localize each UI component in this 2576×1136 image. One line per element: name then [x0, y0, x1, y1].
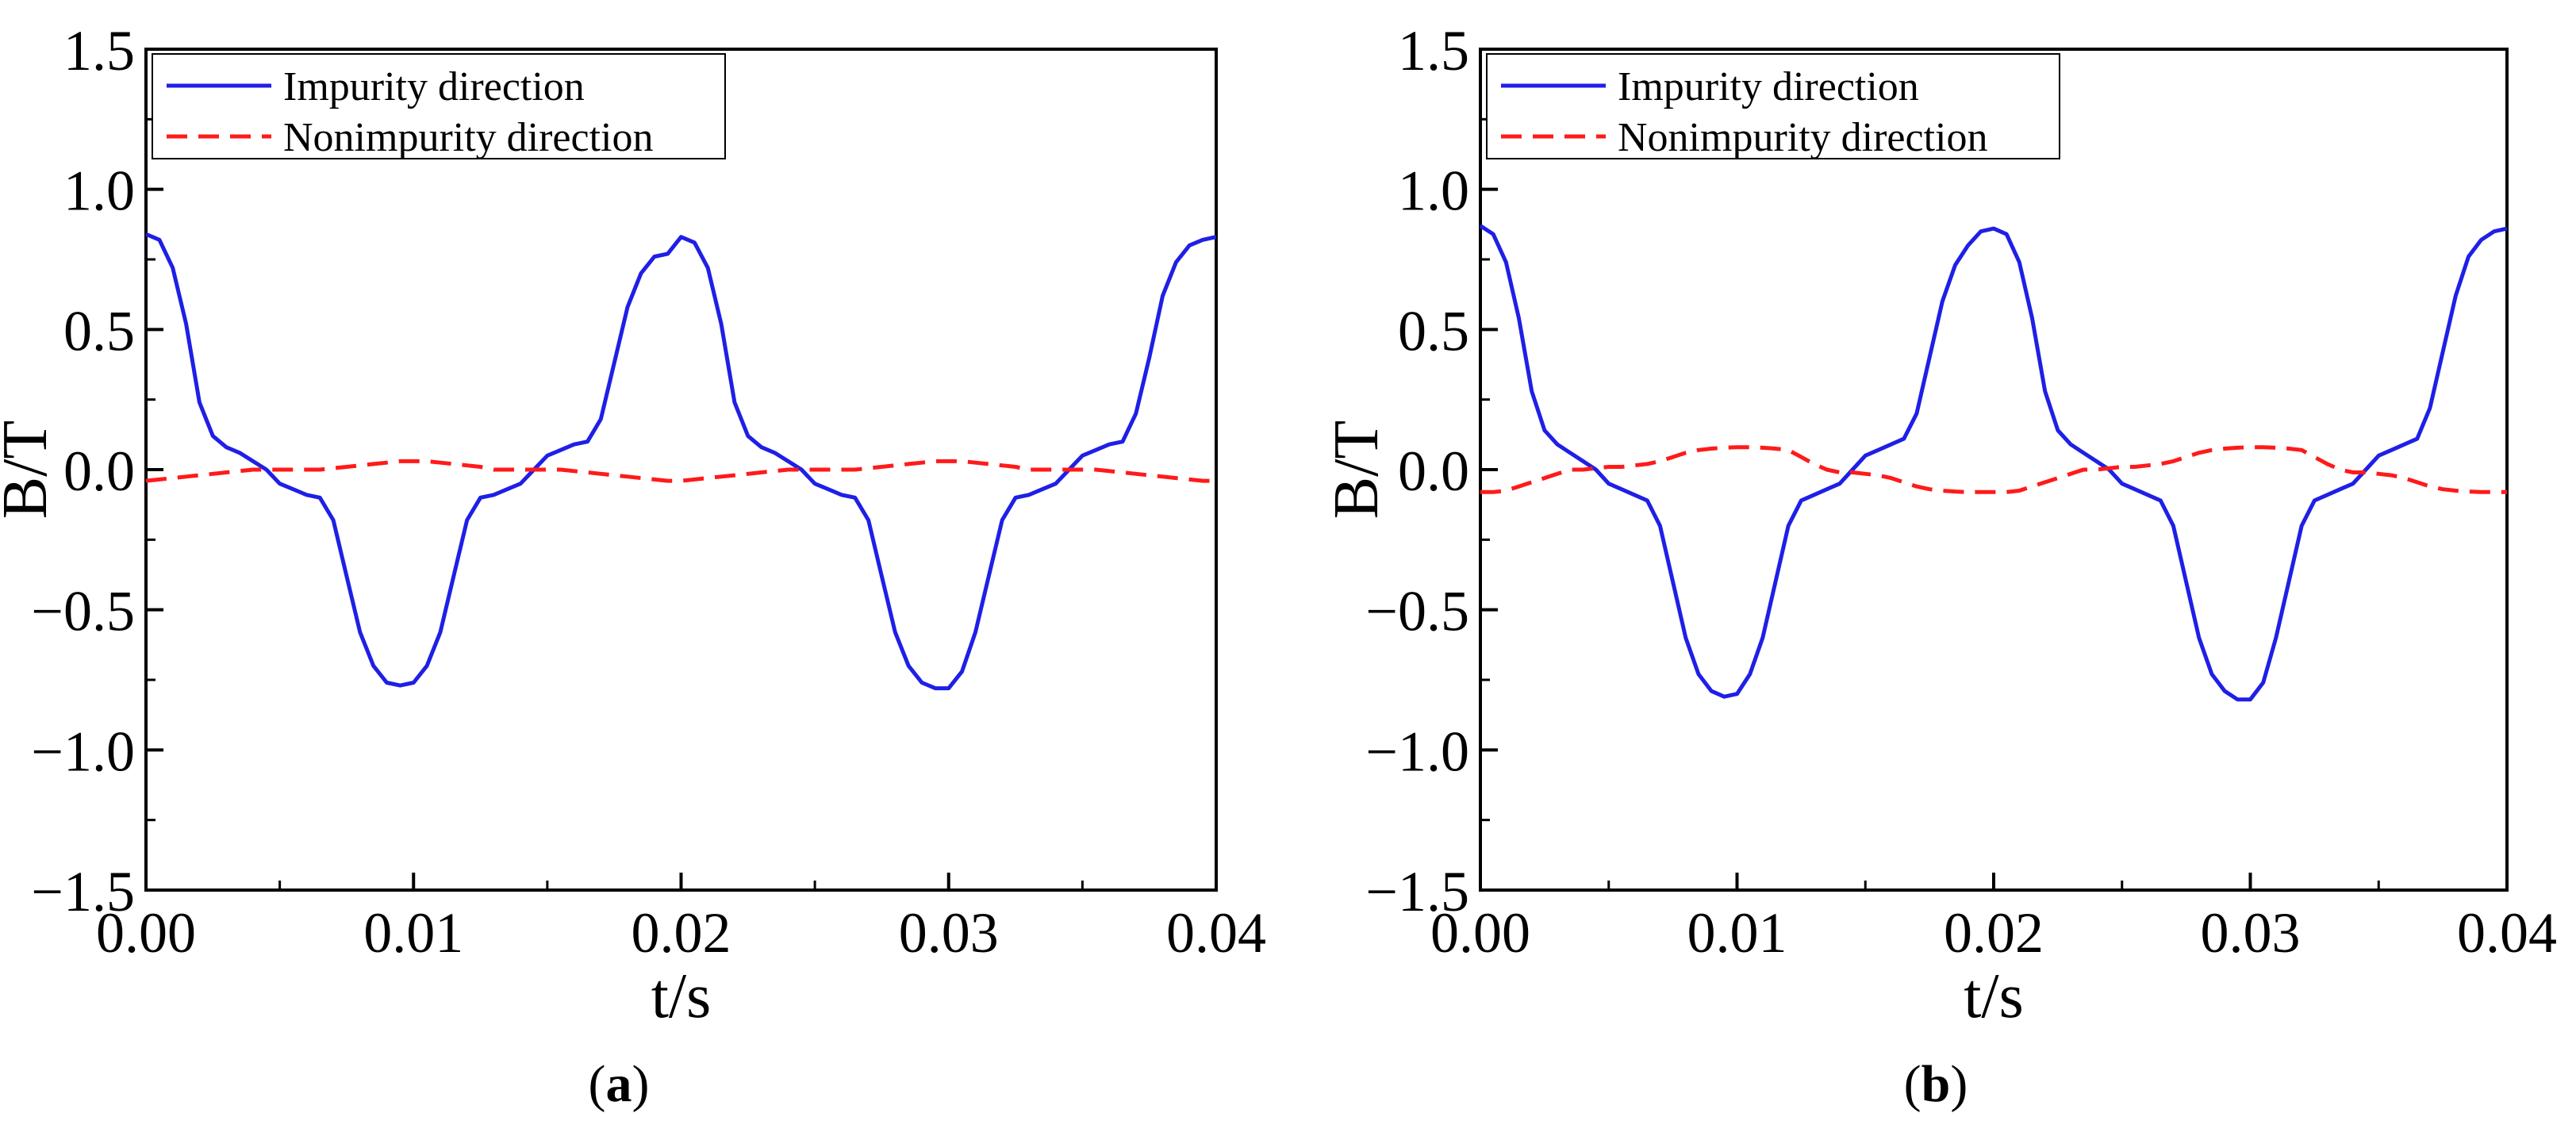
chart-b-xtick-label: 0.02 [1944, 901, 2044, 965]
chart-a-xtick-label: 0.03 [899, 901, 999, 965]
chart-a-legend-box [152, 53, 726, 159]
chart-a-ytick-label: −1.0 [31, 720, 135, 783]
chart-b-caption: (b) [1904, 1055, 1968, 1113]
chart-a-series-nonimpurity-direction-line [145, 459, 1216, 483]
chart-b-ytick-label: 0.5 [1398, 299, 1469, 363]
chart-a-panel: 0.00 0.01 0.02 0.03 0.04 1.5 1.0 0.5 0.0 −0.5 −1.0… [0, 19, 1266, 1113]
chart-b-x-axis-title: t/s [1964, 961, 2024, 1031]
chart-b-caption-open: ( [1904, 1055, 1921, 1113]
chart-b-series-impurity-direction-line [1479, 224, 2508, 702]
chart-a-legend-label: Nonimpurity direction [283, 115, 653, 160]
chart-b-panel: 0.00 0.01 0.02 0.03 0.04 1.5 1.0 0.5 0.0 −0.5 −1.0… [1322, 19, 2557, 1113]
chart-b-xtick-label: 0.01 [1687, 901, 1787, 965]
chart-b-plot-frame [1479, 48, 2509, 892]
chart-a-xtick-label: 0.00 [96, 901, 196, 965]
chart-b-y-axis-title: B/T [1322, 420, 1392, 519]
chart-b-xtick-label: 0.00 [1430, 901, 1530, 965]
chart-a-ytick-label: 0.5 [63, 299, 135, 363]
chart-a-ytick-label: −1.5 [31, 860, 135, 923]
chart-a-xtick-label: 0.02 [632, 901, 731, 965]
chart-a-caption-label: a [606, 1055, 632, 1113]
chart-a-legend-label: Impurity direction [283, 64, 585, 109]
chart-a-ytick-label: 1.5 [63, 19, 135, 83]
chart-b-ytick-label: 0.0 [1398, 439, 1469, 503]
chart-b-caption-label: b [1921, 1055, 1951, 1113]
chart-b-xtick-label: 0.04 [2457, 901, 2557, 965]
chart-a-caption: (a) [589, 1055, 650, 1113]
chart-a-xtick-label: 0.01 [363, 901, 463, 965]
chart-a-x-axis-title: t/s [651, 961, 712, 1031]
chart-b-ytick-label: 1.0 [1398, 159, 1469, 223]
chart-b-ytick-label: 1.5 [1398, 19, 1469, 83]
chart-a-caption-close: ) [632, 1055, 650, 1113]
chart-b-ytick-label: −0.5 [1365, 580, 1469, 643]
chart-a-xtick-label: 0.04 [1166, 901, 1266, 965]
chart-b-caption-close: ) [1950, 1055, 1968, 1113]
chart-b-legend-box [1486, 53, 2060, 159]
chart-b-legend-label: Nonimpurity direction [1618, 115, 1987, 160]
chart-b-ytick-label: −1.0 [1365, 720, 1469, 783]
chart-a-ytick-label: 0.0 [63, 439, 135, 503]
chart-b-legend-label: Impurity direction [1618, 64, 1919, 109]
chart-b-series-nonimpurity-direction-line [1480, 445, 2507, 494]
chart-a-caption-open: ( [589, 1055, 606, 1113]
chart-a-ytick-label: 1.0 [63, 159, 135, 223]
chart-a-series-impurity-direction-line [145, 232, 1217, 691]
chart-a-y-axis-title: B/T [0, 420, 60, 519]
chart-a-ytick-label: −0.5 [31, 580, 135, 643]
chart-b-xtick-label: 0.03 [2201, 901, 2301, 965]
chart-b-ytick-label: −1.5 [1365, 860, 1469, 923]
